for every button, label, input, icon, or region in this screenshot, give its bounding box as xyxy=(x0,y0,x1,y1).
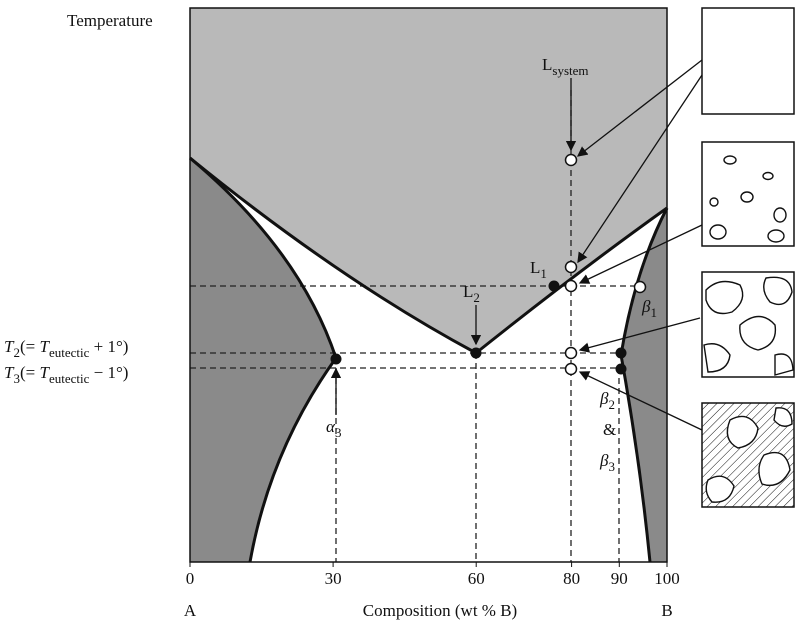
point xyxy=(566,262,577,273)
label-main: L xyxy=(463,282,473,301)
grain xyxy=(710,225,726,239)
x-tick-label: 60 xyxy=(468,569,485,588)
label-sub: 3 xyxy=(335,425,342,440)
label-sub: 2 xyxy=(473,290,480,305)
grain xyxy=(724,156,736,164)
grain xyxy=(763,173,773,180)
x-tick-label: 100 xyxy=(654,569,680,588)
grain xyxy=(764,277,792,304)
label-T2: T2(= Teutectic + 1°) xyxy=(4,337,128,360)
phase-diagram: Temperature Lsystem L1 L2 β1 α3 β2 & β3 … xyxy=(0,0,795,627)
x-tick-label: 90 xyxy=(611,569,628,588)
x-tick-label: 30 xyxy=(325,569,342,588)
t-text: + 1°) xyxy=(89,337,128,356)
label-T3: T3(= Teutectic − 1°) xyxy=(4,363,128,386)
point xyxy=(471,348,482,359)
grain xyxy=(741,192,753,202)
point xyxy=(616,348,627,359)
point xyxy=(566,364,577,375)
label-sub: 1 xyxy=(650,305,657,320)
x-axis-label: Composition (wt % B) xyxy=(363,601,517,620)
point xyxy=(616,364,627,375)
point xyxy=(566,155,577,166)
micro-box xyxy=(702,8,794,114)
x-ticks: 0 30 60 80 90 100 xyxy=(186,562,680,588)
t-text: − 1°) xyxy=(89,363,128,382)
label: & xyxy=(603,420,616,439)
grain xyxy=(774,208,786,222)
label-sub: 1 xyxy=(540,266,547,281)
point xyxy=(635,282,646,293)
t-text: (= xyxy=(20,337,40,356)
t-text: (= xyxy=(20,363,40,382)
label-sub: system xyxy=(552,63,588,78)
label-sub: 2 xyxy=(608,397,615,412)
point xyxy=(331,354,342,365)
axis-end-label: B xyxy=(661,601,672,620)
grain xyxy=(768,230,784,242)
axis-end-label: A xyxy=(184,601,197,620)
label-sub: 3 xyxy=(608,459,615,474)
point xyxy=(549,281,560,292)
y-axis-label: Temperature xyxy=(67,11,153,30)
label-main: L xyxy=(542,55,552,74)
microstructures xyxy=(702,8,794,507)
label-main: L xyxy=(530,258,540,277)
x-tick-label: 0 xyxy=(186,569,195,588)
t-sub: eutectic xyxy=(49,371,90,386)
point xyxy=(566,348,577,359)
t-sub: eutectic xyxy=(49,345,90,360)
x-tick-label: 80 xyxy=(563,569,580,588)
grain xyxy=(710,198,718,206)
point xyxy=(566,281,577,292)
